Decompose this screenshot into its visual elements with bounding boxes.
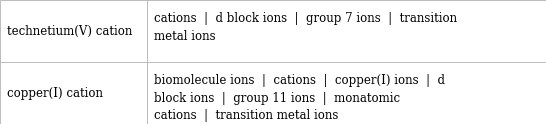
Text: biomolecule ions  |  cations  |  copper(I) ions  |  d
block ions  |  group 11 io: biomolecule ions | cations | copper(I) i… bbox=[154, 74, 445, 122]
Text: technetium(V) cation: technetium(V) cation bbox=[7, 25, 132, 37]
Text: copper(I) cation: copper(I) cation bbox=[7, 87, 103, 99]
Text: cations  |  d block ions  |  group 7 ions  |  transition
metal ions: cations | d block ions | group 7 ions | … bbox=[154, 12, 457, 43]
